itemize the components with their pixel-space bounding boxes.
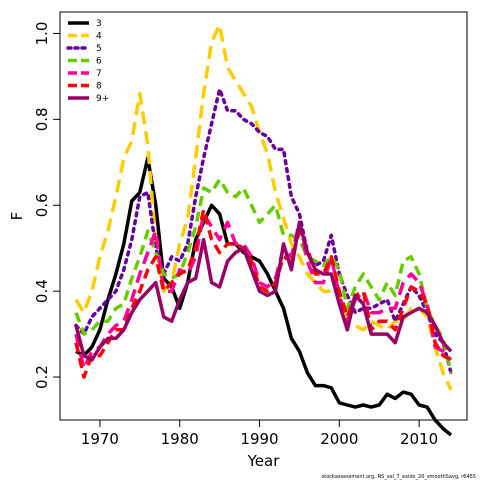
y-tick-label: 0.2 xyxy=(33,365,51,389)
series-line-1 xyxy=(75,156,453,437)
y-tick-label: 0.8 xyxy=(33,107,51,131)
legend: 3 4 5 6 7 8 9+ xyxy=(66,19,109,104)
series-line-6 xyxy=(74,207,452,379)
plot-area xyxy=(59,11,468,421)
y-tick-label: 0.6 xyxy=(33,193,51,217)
series-line-4 xyxy=(74,177,453,374)
legend-label: 3 xyxy=(96,19,102,29)
legend-label: 7 xyxy=(96,69,102,79)
series-line-2 xyxy=(74,23,453,391)
x-tick-label: 1980 xyxy=(161,430,199,448)
y-tick-label: 1.0 xyxy=(33,22,51,46)
series-line-3 xyxy=(74,87,453,375)
series-line-7 xyxy=(74,220,453,362)
x-axis-title: Year xyxy=(247,452,281,470)
x-tick-label: 1990 xyxy=(240,430,278,448)
legend-label: 6 xyxy=(96,57,102,67)
caption: stockassessment.org, NS_sel_7_exidx_20_s… xyxy=(322,474,476,480)
legend-label: 5 xyxy=(96,44,102,54)
series-line-5 xyxy=(74,212,453,371)
legend-label: 9+ xyxy=(96,94,109,104)
legend-label: 4 xyxy=(96,32,102,42)
y-axis-title: F xyxy=(8,212,26,221)
x-tick-label: 2000 xyxy=(320,430,358,448)
series-layer xyxy=(74,23,453,437)
axes: 1970 1980 1990 2000 2010 0.2 0.4 0.6 0.8 1.0 xyxy=(33,22,438,448)
y-tick-label: 0.4 xyxy=(33,279,51,303)
x-tick-label: 1970 xyxy=(81,430,119,448)
legend-label: 8 xyxy=(96,82,102,92)
x-tick-label: 2010 xyxy=(400,430,438,448)
